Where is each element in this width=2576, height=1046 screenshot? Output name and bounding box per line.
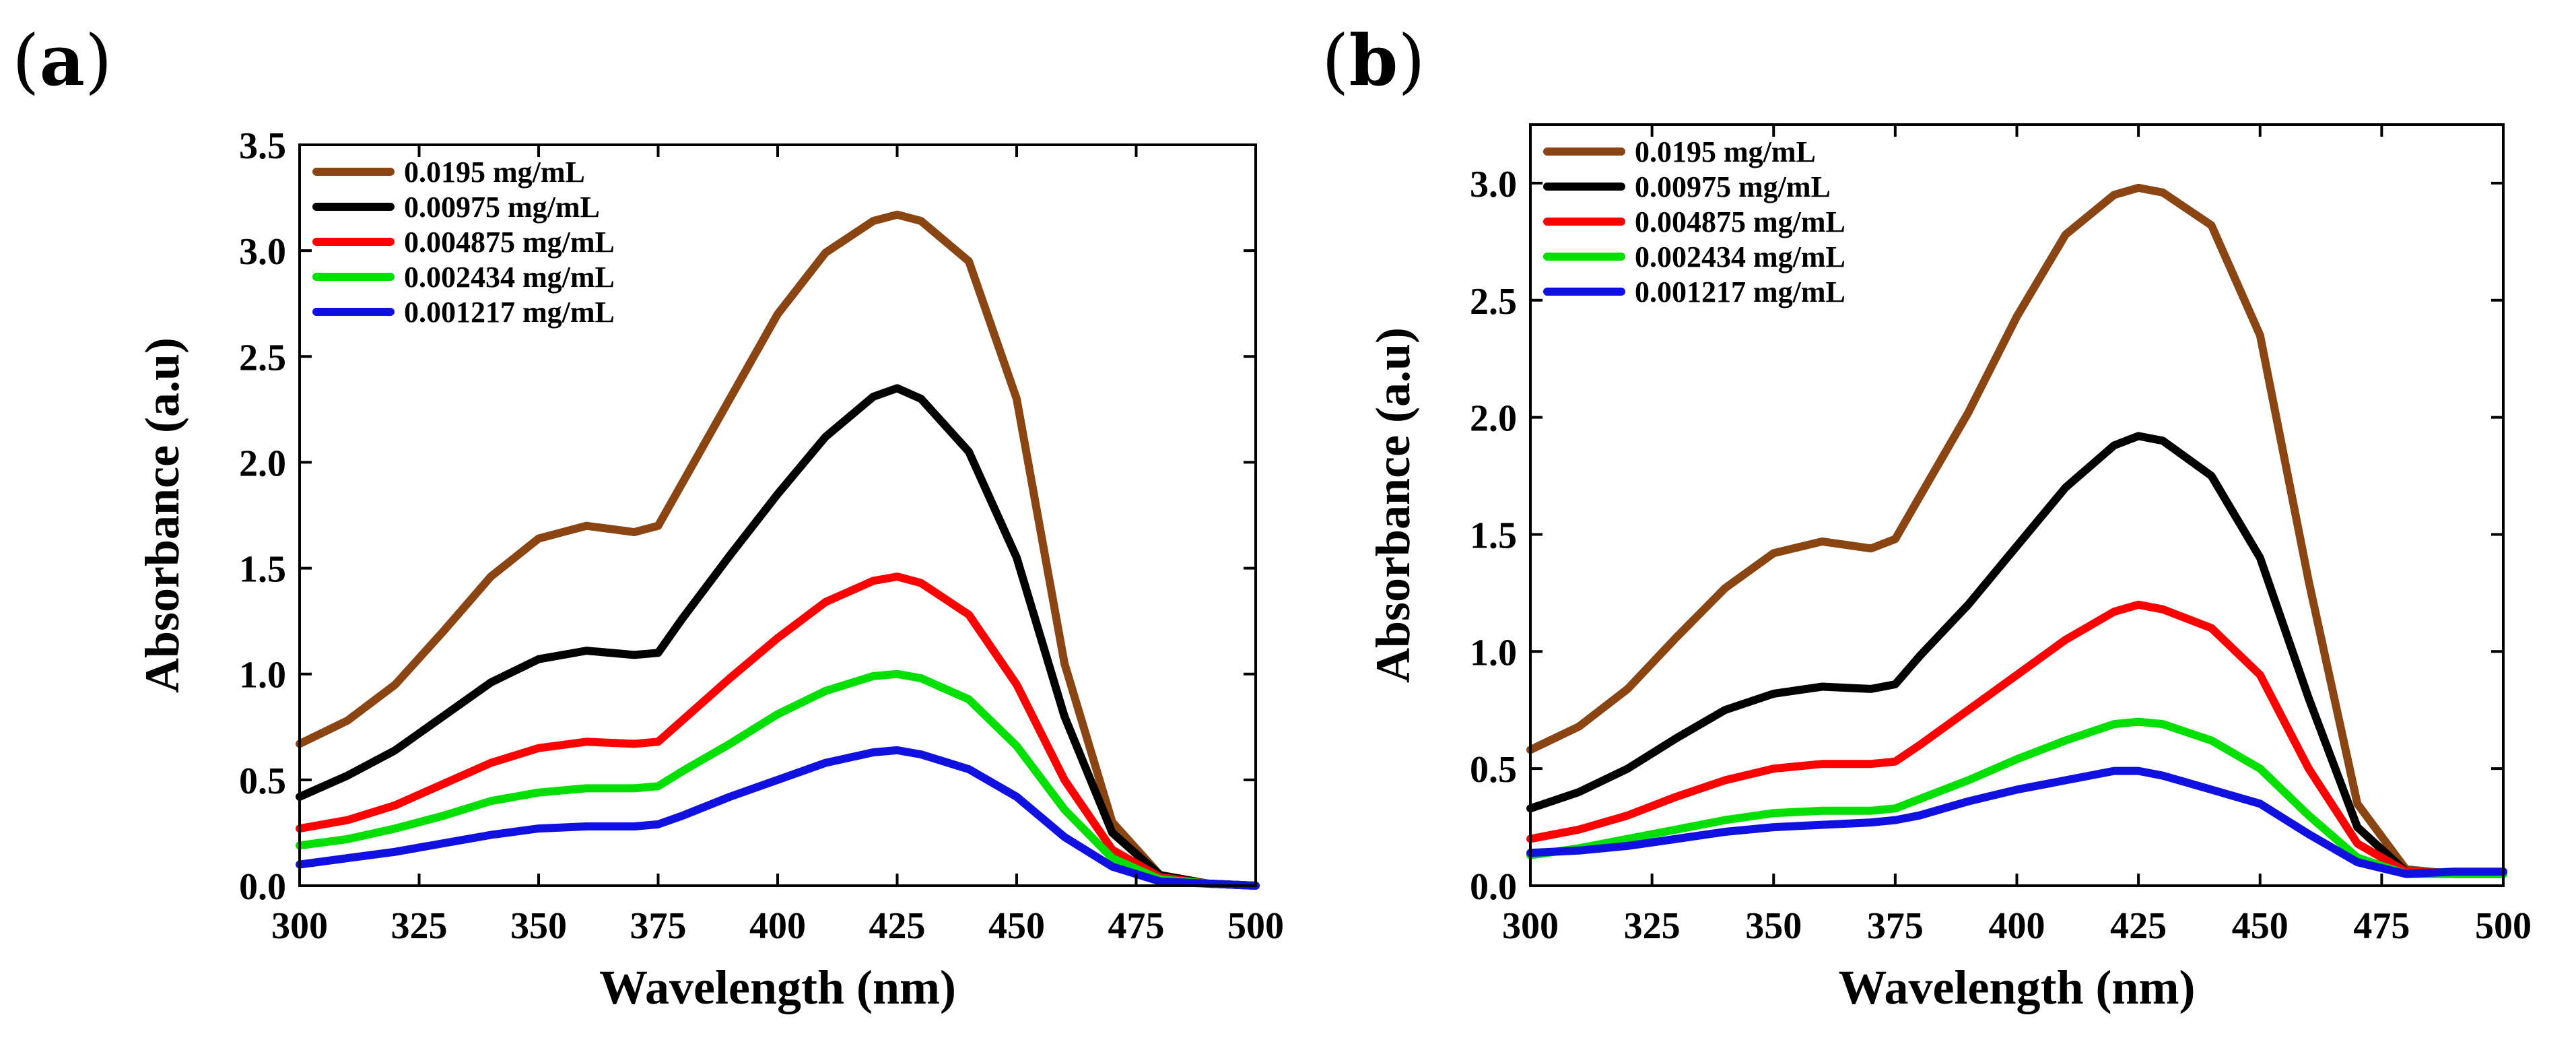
x-tick-label: 450	[2232, 905, 2289, 947]
plot-frame	[1529, 123, 2505, 887]
x-tick-label: 300	[271, 905, 328, 947]
legend-label-1: 0.0195 mg/mL	[1635, 135, 1816, 168]
y-axis-label: Absorbance (a.u)	[135, 337, 189, 693]
panel-label-a: (a)	[12, 19, 112, 102]
x-tick-label: 350	[510, 905, 567, 947]
legend-label-2: 0.00975 mg/mL	[404, 191, 600, 224]
x-tick-label: 350	[1745, 905, 1802, 947]
panel-label-b-letter: b	[1349, 19, 1398, 102]
y-tick-label: 1.0	[1470, 632, 1517, 674]
y-tick-label: 3.0	[1470, 164, 1517, 205]
series-line-2	[1526, 432, 2507, 878]
x-tick-label: 325	[1624, 905, 1681, 947]
y-tick-label: 2.0	[239, 443, 286, 484]
legend-label-3: 0.004875 mg/mL	[404, 226, 615, 259]
x-tick-label: 375	[1867, 905, 1924, 947]
x-tick-label: 500	[1227, 905, 1284, 947]
x-tick-label: 300	[1502, 905, 1559, 947]
panel-label-b: (b)	[1322, 19, 1425, 102]
x-tick-label: 400	[1989, 905, 2045, 947]
x-tick-label: 375	[630, 905, 687, 947]
panel-label-a-letter: a	[39, 19, 85, 102]
legend-label-2: 0.00975 mg/mL	[1635, 170, 1831, 203]
legend-label-4: 0.002434 mg/mL	[404, 261, 615, 294]
y-tick-label: 0.0	[239, 866, 286, 908]
y-tick-label: 2.5	[1470, 281, 1517, 323]
y-tick-label: 0.5	[239, 760, 286, 802]
x-tick-label: 475	[1108, 905, 1165, 947]
y-tick-label: 2.0	[1470, 398, 1517, 440]
series-line-1	[296, 210, 1260, 890]
legend: 0.0195 mg/mL0.00975 mg/mL0.004875 mg/mL0…	[1543, 135, 1845, 308]
x-axis-label: Wavelength (nm)	[1839, 960, 2196, 1014]
legend-label-4: 0.002434 mg/mL	[1635, 240, 1845, 273]
y-tick-label: 3.5	[239, 125, 286, 167]
legend: 0.0195 mg/mL0.00975 mg/mL0.004875 mg/mL0…	[312, 156, 615, 329]
x-tick-label: 400	[749, 905, 806, 947]
x-tick-label: 425	[869, 905, 926, 947]
series-line-5	[1526, 766, 2507, 878]
y-axis-label: Absorbance (a.u)	[1366, 327, 1420, 683]
x-tick-label: 425	[2110, 905, 2167, 947]
y-tick-label: 0.0	[1470, 866, 1517, 908]
x-tick-label: 325	[391, 905, 448, 947]
series-line-3	[1526, 600, 2507, 878]
x-tick-label: 500	[2475, 905, 2532, 947]
series-line-1	[1526, 183, 2507, 878]
series-line-5	[296, 746, 1260, 890]
legend-label-3: 0.004875 mg/mL	[1635, 205, 1845, 238]
series-line-4	[296, 669, 1260, 890]
series-line-3	[296, 573, 1260, 890]
y-tick-label: 0.5	[1470, 749, 1517, 791]
y-tick-label: 3.0	[239, 231, 286, 273]
x-axis-label: Wavelength (nm)	[599, 960, 956, 1014]
series-line-2	[296, 384, 1260, 890]
series-line-4	[1526, 717, 2507, 878]
legend-label-5: 0.001217 mg/mL	[404, 296, 615, 329]
y-tick-label: 1.0	[239, 655, 286, 696]
x-tick-label: 475	[2353, 905, 2410, 947]
legend-label-1: 0.0195 mg/mL	[404, 156, 585, 189]
absorbance-chart-b: 300 325 350 375 400 425 450 475 500 0.0 0.5 1.0 1.5 2…	[1366, 123, 2532, 1014]
x-tick-label: 450	[988, 905, 1045, 947]
y-tick-label: 1.5	[1470, 515, 1517, 556]
chart-panel-a: (a) 300 325 350 375 400 425 450 475 500 0.0 0.5 1.0…	[12, 19, 1284, 1014]
chart-panel-b: (b) 300 325 350 375 400 425 450 475 500 0.0 0.5 1.0…	[1288, 0, 2576, 1046]
legend-label-5: 0.001217 mg/mL	[1635, 275, 1845, 308]
y-tick-label: 2.5	[239, 337, 286, 379]
y-tick-label: 1.5	[239, 549, 286, 591]
absorbance-chart-a: 300 325 350 375 400 425 450 475 500 0.0 0.5 1.0 1.5 2…	[135, 125, 1284, 1014]
